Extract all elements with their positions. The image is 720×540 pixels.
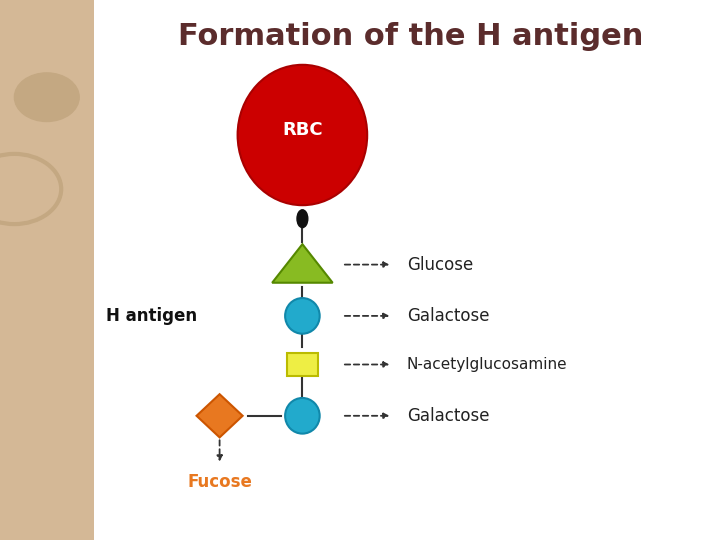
Circle shape <box>14 73 79 122</box>
Bar <box>0 0 94 540</box>
Text: Fucose: Fucose <box>187 472 252 491</box>
Text: Galactose: Galactose <box>407 307 490 325</box>
FancyBboxPatch shape <box>287 353 318 376</box>
Polygon shape <box>272 244 333 283</box>
Text: H antigen: H antigen <box>106 307 197 325</box>
Ellipse shape <box>285 398 320 434</box>
Text: Glucose: Glucose <box>407 255 473 274</box>
Text: RBC: RBC <box>282 120 323 139</box>
Text: Formation of the H antigen: Formation of the H antigen <box>178 22 643 51</box>
Ellipse shape <box>238 65 367 205</box>
Ellipse shape <box>285 298 320 334</box>
Ellipse shape <box>297 210 307 228</box>
Polygon shape <box>197 394 243 437</box>
Text: N-acetylglucosamine: N-acetylglucosamine <box>407 357 567 372</box>
Text: Galactose: Galactose <box>407 407 490 425</box>
